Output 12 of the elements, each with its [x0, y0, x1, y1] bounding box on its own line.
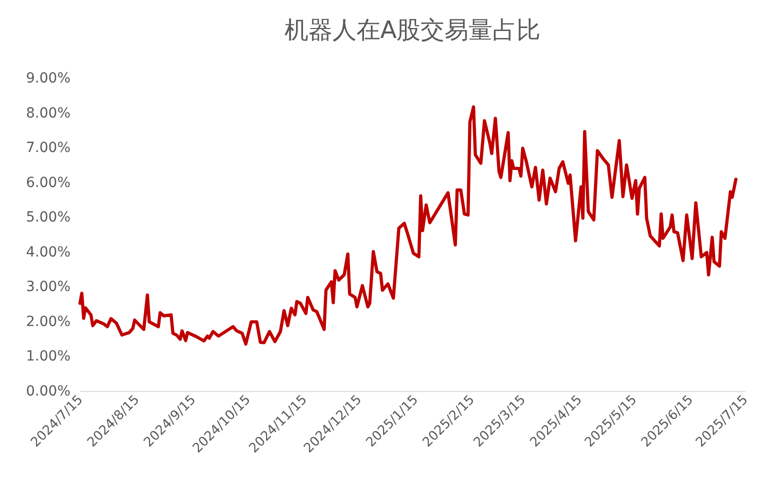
- y-tick-label: 9.00%: [26, 70, 70, 86]
- y-tick-label: 0.00%: [26, 384, 70, 400]
- chart-title: 机器人在A股交易量占比: [284, 16, 541, 44]
- y-tick-label: 6.00%: [26, 174, 70, 191]
- y-tick-label: 2.00%: [26, 314, 70, 330]
- y-tick-label: 1.00%: [26, 348, 70, 365]
- line-series: [78, 105, 738, 346]
- y-tick-label: 7.00%: [26, 140, 70, 156]
- y-tick-label: 3.00%: [26, 279, 70, 296]
- y-tick-label: 4.00%: [26, 244, 70, 260]
- y-tick-label: 8.00%: [26, 105, 70, 122]
- y-tick-label: 5.00%: [26, 210, 70, 226]
